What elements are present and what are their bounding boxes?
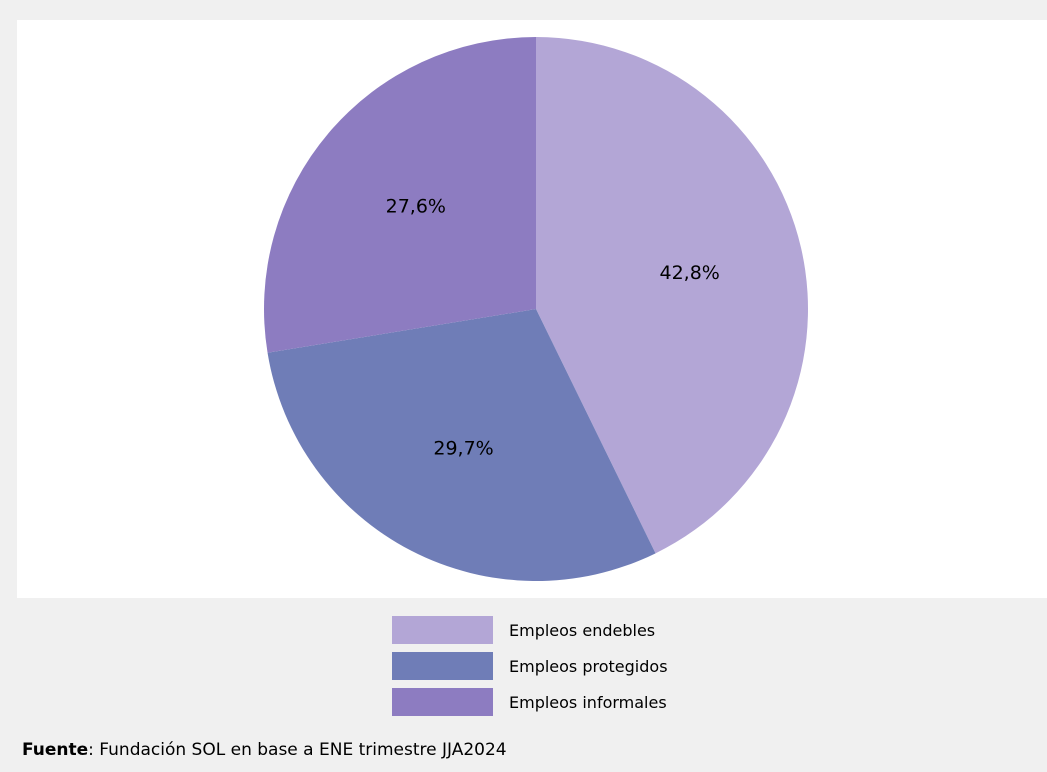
- pie-chart: 42,8% 29,7% 27,6%: [264, 37, 809, 581]
- legend: Empleos endebles Empleos protegidos Empleo…: [392, 616, 668, 724]
- pie-slice-empleos-informales: [264, 37, 536, 353]
- legend-label: Empleos protegidos: [509, 656, 668, 676]
- legend-item-empleos-informales: Empleos informales: [392, 688, 668, 716]
- slice-label-empleos-endebles: 42,8%: [660, 262, 720, 284]
- source-note: Fuente: Fundación SOL en base a ENE trim…: [22, 740, 507, 760]
- legend-item-empleos-protegidos: Empleos protegidos: [392, 652, 668, 680]
- pie-slice-empleos-endebles: [536, 37, 809, 554]
- source-label: Fuente: [22, 740, 89, 760]
- source-text: : Fundación SOL en base a ENE trimestre …: [88, 740, 507, 760]
- legend-item-empleos-endebles: Empleos endebles: [392, 616, 668, 644]
- legend-swatch: [392, 616, 493, 644]
- legend-label: Empleos informales: [509, 692, 667, 712]
- legend-swatch: [392, 688, 493, 716]
- legend-swatch: [392, 652, 493, 680]
- legend-label: Empleos endebles: [509, 620, 656, 640]
- plot-area: 42,8% 29,7% 27,6%: [17, 20, 1047, 598]
- slice-label-empleos-protegidos: 29,7%: [433, 438, 493, 460]
- slice-label-empleos-informales: 27,6%: [386, 195, 446, 217]
- pie-slice-empleos-protegidos: [267, 309, 656, 581]
